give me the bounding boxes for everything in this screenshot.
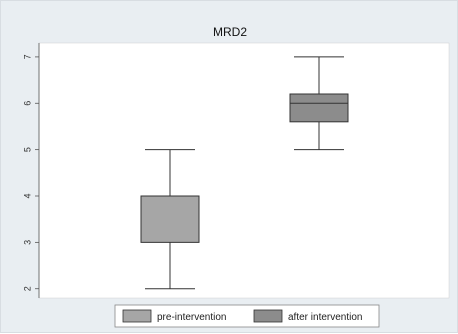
y-tick-label: 7	[22, 54, 32, 59]
iqr-box	[140, 195, 200, 243]
y-axis-ticks: 2 3 4 5 6 7	[22, 54, 39, 291]
y-tick-label: 4	[22, 193, 32, 198]
legend-swatch-1	[122, 309, 152, 323]
legend-box	[114, 304, 380, 328]
plot-area	[38, 42, 450, 299]
y-tick-label: 3	[22, 240, 32, 245]
legend-swatch-2	[253, 309, 283, 323]
chart-title: MRD2	[213, 25, 247, 39]
box-series-2	[289, 56, 349, 151]
y-tick-label: 2	[22, 286, 32, 291]
legend: pre-intervention after intervention	[114, 304, 380, 328]
y-tick-label: 5	[22, 147, 32, 152]
iqr-box	[289, 93, 349, 123]
legend-label-1: pre-intervention	[157, 312, 226, 323]
legend-label-2: after intervention	[288, 312, 363, 323]
boxes-group	[140, 56, 349, 290]
y-tick-label: 6	[22, 101, 32, 106]
box-series-1	[140, 149, 200, 290]
